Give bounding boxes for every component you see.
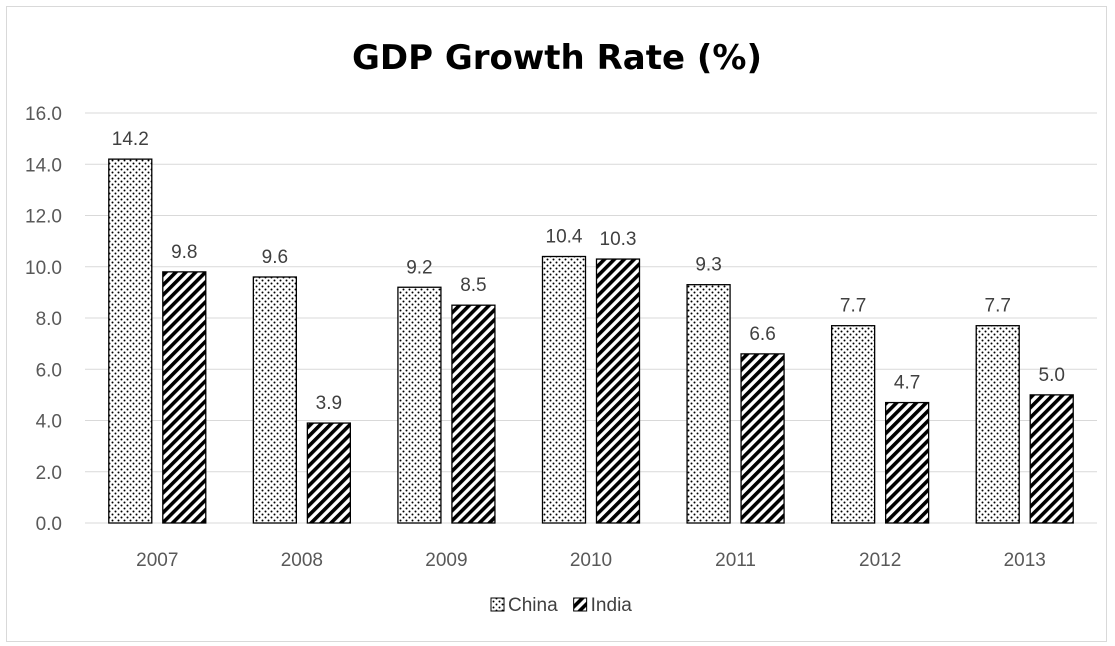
bar-china-2010 <box>541 255 587 524</box>
y-tick-label: 16.0 <box>25 104 62 125</box>
y-axis-ticks: 0.0 2.0 4.0 6.0 8.0 10.0 12.0 14.0 16.0 <box>25 104 62 535</box>
x-tick-label: 2012 <box>859 550 901 571</box>
x-tick-label: 2013 <box>1004 550 1046 571</box>
data-label: 10.4 <box>546 227 583 248</box>
data-label: 5.0 <box>1039 365 1065 386</box>
data-label: 9.3 <box>695 255 721 276</box>
gridlines <box>85 112 1097 524</box>
x-tick-label: 2011 <box>715 550 756 571</box>
y-tick-label: 2.0 <box>36 463 62 484</box>
data-label: 3.9 <box>316 393 342 414</box>
legend-label: China <box>508 595 558 616</box>
bar-india-2012 <box>884 401 930 524</box>
bar-india-2013 <box>1029 394 1074 524</box>
bar-india-2011 <box>740 353 785 524</box>
x-tick-label: 2008 <box>281 550 323 571</box>
data-label: 10.3 <box>600 229 637 250</box>
bar-india-2007 <box>162 271 207 524</box>
legend-swatch-china <box>490 597 505 612</box>
bar-china-2008 <box>252 276 298 524</box>
bar-china-2009 <box>397 286 442 524</box>
legend-label: India <box>591 595 633 616</box>
y-tick-label: 8.0 <box>36 309 62 330</box>
data-label: 4.7 <box>894 373 920 394</box>
data-label: 6.6 <box>749 324 775 345</box>
data-label: 7.7 <box>840 296 866 317</box>
bar-china-2011 <box>686 284 731 524</box>
bar-china-2012 <box>830 325 876 524</box>
x-tick-label: 2010 <box>570 550 612 571</box>
bars <box>108 158 1074 524</box>
bar-china-2007 <box>108 158 153 524</box>
bar-india-2008 <box>306 422 352 524</box>
y-tick-label: 14.0 <box>25 155 62 176</box>
chart-title: GDP Growth Rate (%) <box>352 38 762 78</box>
y-tick-label: 0.0 <box>36 514 62 535</box>
y-tick-label: 12.0 <box>25 207 62 228</box>
data-labels: 14.2 9.8 9.6 3.9 9.2 8.5 10.4 10.3 9.3 6.6 7.7 4.7 7… <box>112 129 1065 414</box>
bar-india-2009 <box>451 304 496 524</box>
legend: China India <box>490 595 633 616</box>
bar-china-2013 <box>975 325 1020 524</box>
data-label: 9.8 <box>171 242 197 263</box>
y-tick-label: 10.0 <box>25 258 62 279</box>
y-tick-label: 4.0 <box>36 412 62 433</box>
data-label: 9.2 <box>406 257 432 278</box>
legend-swatch-india <box>573 597 588 612</box>
x-tick-label: 2009 <box>425 550 467 571</box>
data-label: 9.6 <box>262 247 288 268</box>
data-label: 7.7 <box>985 296 1011 317</box>
y-tick-label: 6.0 <box>36 360 62 381</box>
data-label: 8.5 <box>460 275 486 296</box>
data-label: 14.2 <box>112 129 149 150</box>
x-axis-ticks: 2007 2008 2009 2010 2011 2012 2013 <box>136 550 1046 571</box>
bar-india-2010 <box>595 258 641 524</box>
x-tick-label: 2007 <box>136 550 178 571</box>
chart-frame <box>6 6 1107 642</box>
